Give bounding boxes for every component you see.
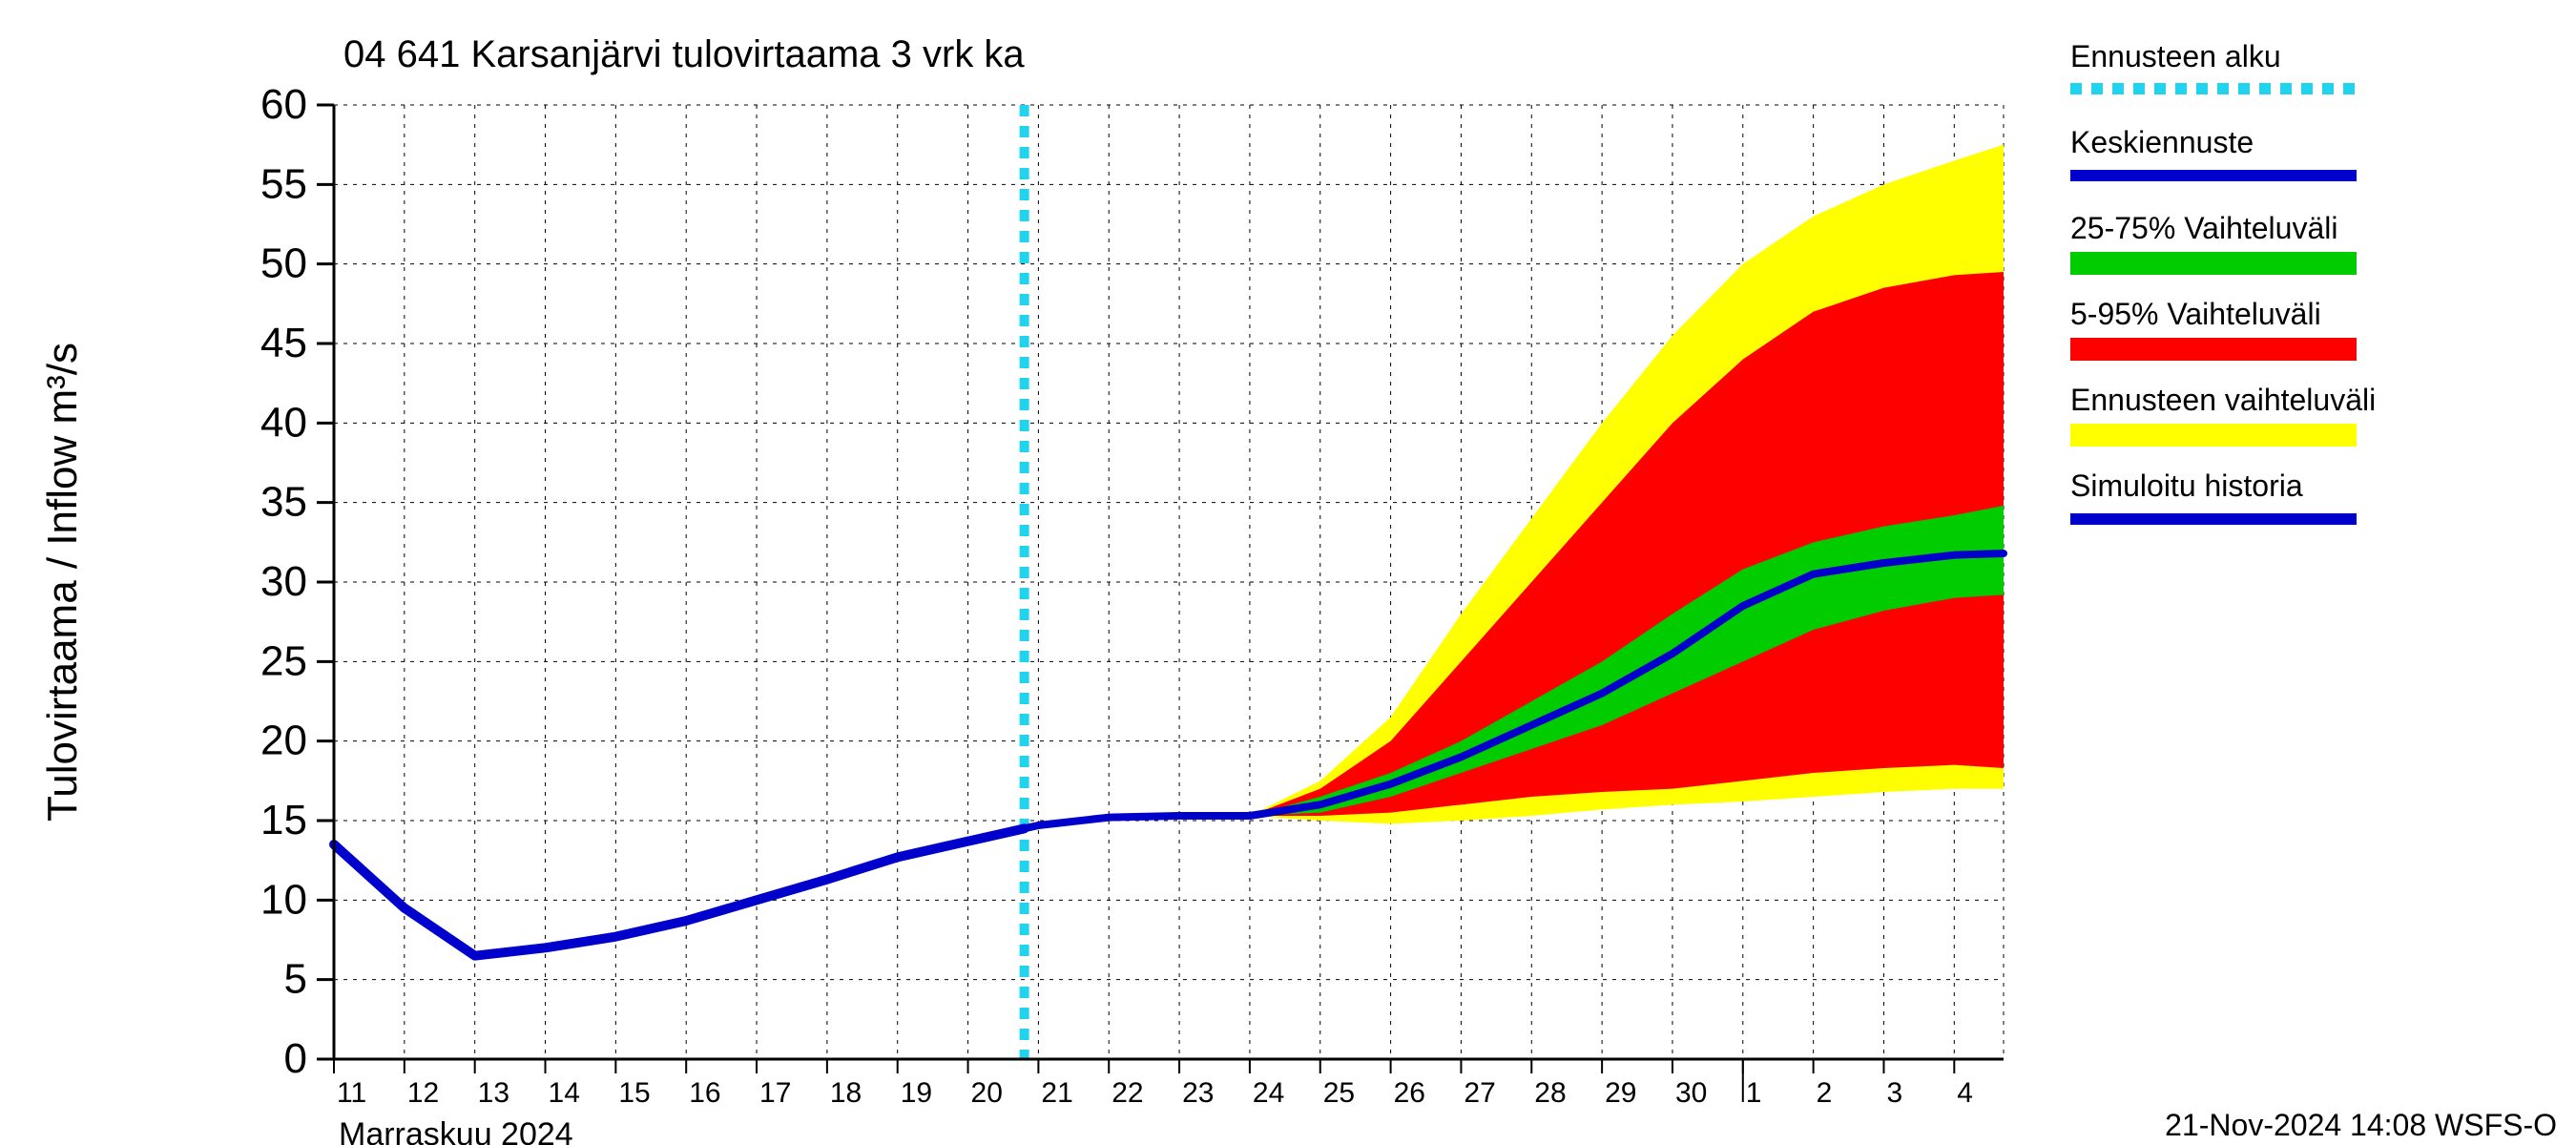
legend-item-label: Keskiennuste <box>2070 125 2254 159</box>
x-tick-label: 18 <box>830 1077 862 1109</box>
x-tick-label: 12 <box>407 1077 439 1109</box>
x-tick-label: 16 <box>689 1077 720 1109</box>
x-tick-label: 14 <box>549 1077 580 1109</box>
legend-item-label: Simuloitu historia <box>2070 468 2303 503</box>
legend-item-label: 25-75% Vaihteluväli <box>2070 211 2337 245</box>
x-tick-label: 24 <box>1253 1077 1284 1109</box>
x-tick-label: 19 <box>901 1077 932 1109</box>
x-tick-label: 25 <box>1323 1077 1355 1109</box>
x-tick-label: 13 <box>478 1077 509 1109</box>
legend-swatch <box>2070 338 2357 361</box>
x-tick-label: 1 <box>1746 1077 1762 1109</box>
y-tick-label: 15 <box>260 797 307 843</box>
x-tick-label: 22 <box>1111 1077 1143 1109</box>
y-tick-label: 60 <box>260 81 307 128</box>
y-tick-label: 5 <box>284 956 307 1003</box>
legend-swatch <box>2070 424 2357 447</box>
y-tick-label: 0 <box>284 1035 307 1082</box>
y-tick-label: 35 <box>260 479 307 526</box>
legend-item-label: 5-95% Vaihteluväli <box>2070 297 2321 331</box>
y-tick-label: 30 <box>260 558 307 605</box>
legend-swatch <box>2070 170 2357 181</box>
y-tick-label: 45 <box>260 320 307 366</box>
legend-item-label: Ennusteen alku <box>2070 39 2281 73</box>
chart-title: 04 641 Karsanjärvi tulovirtaama 3 vrk ka <box>343 33 1025 75</box>
legend-swatch <box>2070 252 2357 275</box>
x-tick-label: 27 <box>1464 1077 1495 1109</box>
legend-swatch <box>2070 513 2357 525</box>
inflow-forecast-chart: 04 641 Karsanjärvi tulovirtaama 3 vrk ka… <box>0 0 2576 1145</box>
x-tick-label: 30 <box>1675 1077 1707 1109</box>
x-tick-label: 17 <box>759 1077 791 1109</box>
y-tick-label: 50 <box>260 240 307 287</box>
y-axis-label: Tulovirtaama / Inflow m³/s <box>39 343 86 822</box>
x-tick-label: 29 <box>1605 1077 1636 1109</box>
x-tick-label: 26 <box>1394 1077 1425 1109</box>
legend-item-label: Ennusteen vaihteluväli <box>2070 383 2376 417</box>
x-tick-label: 3 <box>1886 1077 1902 1109</box>
x-tick-label: 20 <box>971 1077 1003 1109</box>
x-month-line1: Marraskuu 2024 <box>339 1116 573 1145</box>
x-tick-label: 28 <box>1534 1077 1566 1109</box>
x-tick-label: 21 <box>1041 1077 1072 1109</box>
y-tick-label: 25 <box>260 637 307 684</box>
y-tick-label: 55 <box>260 160 307 207</box>
y-tick-label: 40 <box>260 399 307 446</box>
footer-timestamp: 21-Nov-2024 14:08 WSFS-O <box>2165 1108 2557 1142</box>
y-tick-label: 10 <box>260 876 307 923</box>
y-tick-label: 20 <box>260 718 307 764</box>
x-tick-label: 2 <box>1817 1077 1833 1109</box>
x-tick-label: 4 <box>1957 1077 1973 1109</box>
x-tick-label: 11 <box>337 1077 366 1109</box>
x-tick-label: 23 <box>1182 1077 1214 1109</box>
x-tick-label: 15 <box>618 1077 650 1109</box>
